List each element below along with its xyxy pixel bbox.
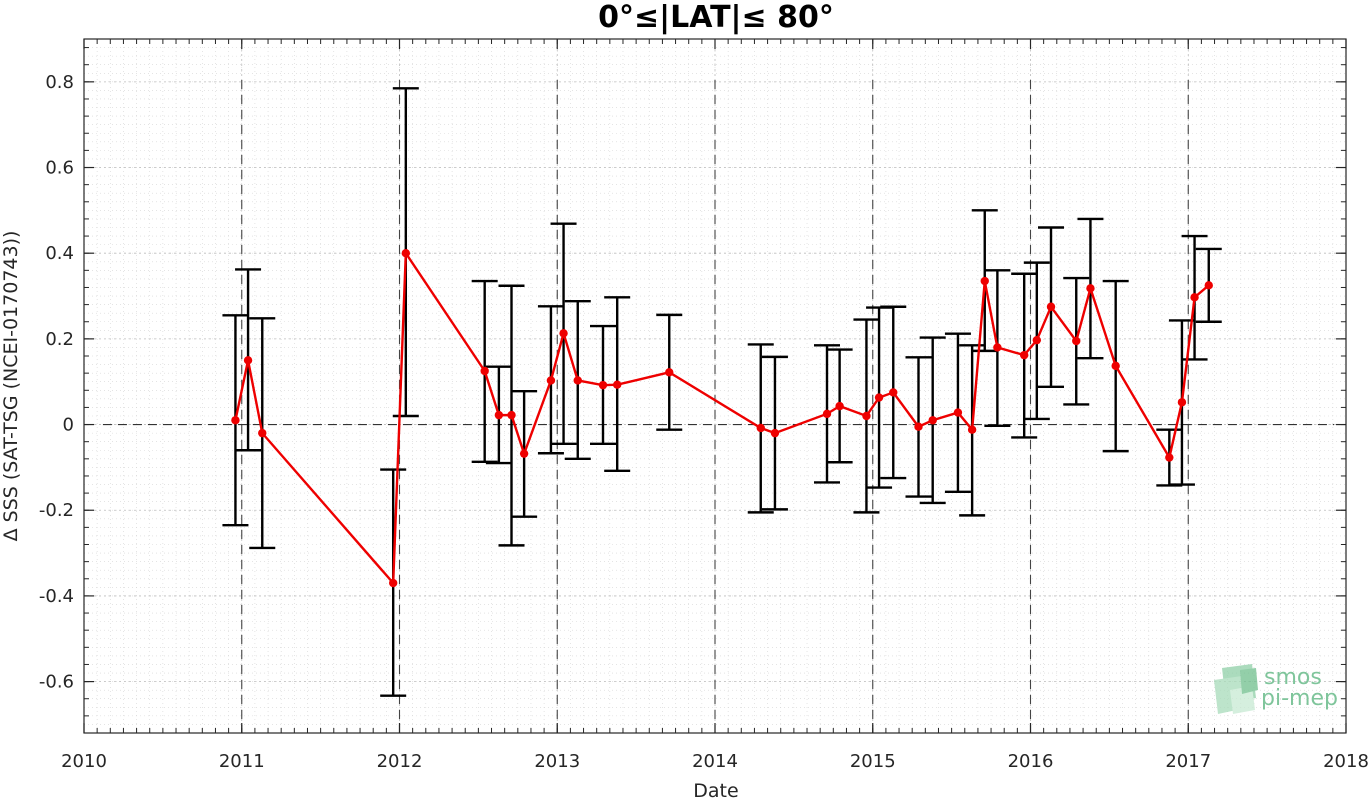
smos-pimep-logo: smos pi-mep	[1214, 664, 1338, 714]
data-point	[507, 410, 516, 420]
data-point	[1072, 336, 1081, 346]
chart-title: 0°≤|LAT|≤ 80°	[598, 0, 834, 35]
y-tick-label: 0.6	[45, 158, 74, 179]
data-point	[1165, 453, 1174, 462]
y-tick-labels: -0.6 -0.4 -0.2 0 0.2 0.4 0.6 0.8	[39, 72, 74, 693]
data-point	[874, 393, 884, 402]
data-point	[480, 366, 489, 376]
x-tick-label: 2010	[61, 751, 107, 772]
data-point	[1019, 350, 1029, 360]
data-point	[231, 416, 240, 425]
x-tick-label: 2018	[1323, 751, 1369, 772]
data-point	[1032, 335, 1042, 345]
data-point	[914, 422, 923, 431]
data-point	[980, 276, 989, 286]
data-point	[665, 368, 674, 377]
data-point	[835, 401, 844, 411]
x-tick-label: 2014	[692, 751, 738, 772]
data-point	[1046, 302, 1056, 311]
data-point	[559, 329, 568, 338]
data-point	[573, 376, 582, 385]
data-point	[612, 380, 622, 389]
data-point	[546, 376, 556, 385]
data-point	[928, 416, 937, 425]
logo-text-pimep: pi-mep	[1261, 686, 1338, 711]
data-point	[1177, 398, 1187, 407]
data-point	[1086, 284, 1095, 293]
y-axis-label: Δ SSS (SAT-TSG (NCEI-0170743))	[0, 231, 22, 542]
x-axis-label: Date	[693, 780, 738, 799]
data-point	[243, 356, 253, 365]
data-point	[756, 423, 765, 433]
major-ticks	[83, 39, 1347, 733]
data-point	[993, 343, 1002, 352]
x-tick-label: 2013	[534, 751, 580, 772]
x-tick-label: 2017	[1165, 751, 1211, 772]
data-point	[258, 428, 267, 438]
y-tick-label: 0.2	[45, 329, 74, 350]
data-point	[953, 408, 963, 417]
x-tick-labels: 2010 2011 2012 2013 2014 2015 2016 2017 2018	[61, 751, 1369, 772]
series-points	[231, 248, 1213, 588]
data-point	[862, 411, 871, 421]
data-point	[598, 380, 608, 390]
data-point	[1111, 361, 1120, 371]
year-lines	[241, 80, 1189, 733]
data-point	[770, 428, 780, 438]
x-tick-label: 2015	[850, 751, 896, 772]
y-tick-label: -0.4	[39, 586, 74, 607]
data-point	[401, 248, 411, 258]
y-tick-label: 0.8	[45, 72, 74, 93]
y-tick-label: -0.6	[39, 672, 74, 693]
data-point	[1190, 293, 1199, 302]
data-point	[967, 425, 977, 434]
x-tick-label: 2011	[219, 751, 265, 772]
x-tick-label: 2012	[377, 751, 423, 772]
data-point	[388, 578, 398, 588]
y-tick-label: 0	[63, 415, 74, 436]
data-point	[519, 449, 529, 458]
data-point	[822, 409, 832, 419]
y-tick-label: 0.4	[45, 243, 74, 264]
y-tick-label: -0.2	[39, 500, 74, 521]
data-point	[889, 388, 898, 397]
data-point	[1204, 281, 1213, 290]
logo-text-smos: smos	[1264, 665, 1322, 690]
data-point	[494, 410, 504, 420]
logo-mark-icon	[1214, 664, 1258, 714]
x-tick-label: 2016	[1008, 751, 1054, 772]
